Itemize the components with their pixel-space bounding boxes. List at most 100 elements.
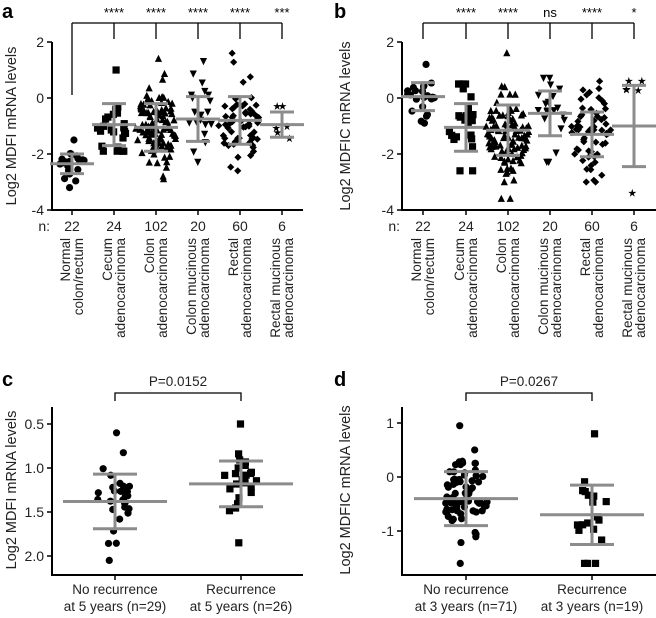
data-point — [456, 559, 464, 568]
data-point — [579, 156, 587, 165]
data-point — [598, 536, 606, 544]
group-points — [403, 60, 438, 127]
data-point — [464, 118, 472, 126]
data-point — [578, 104, 587, 112]
data-point — [485, 139, 493, 147]
data-point — [456, 422, 464, 430]
data-point — [167, 145, 175, 153]
significance-label: * — [631, 5, 636, 20]
data-point — [93, 124, 102, 132]
data-point — [573, 145, 581, 153]
data-point — [622, 85, 631, 93]
data-point — [242, 110, 250, 118]
panel-d: d Log2 MDFIC mRNA levels 1 0 -1 No recurrence… — [334, 369, 656, 614]
data-point — [468, 477, 476, 485]
data-point — [546, 74, 554, 82]
data-point — [114, 103, 122, 111]
y-tick-label: -1 — [382, 523, 395, 539]
significance-label: **** — [104, 5, 124, 20]
data-point — [503, 168, 511, 176]
data-point — [231, 470, 240, 478]
data-point — [119, 449, 127, 457]
data-point — [590, 176, 598, 184]
data-point — [497, 165, 505, 173]
data-point — [98, 142, 106, 150]
data-point — [509, 137, 517, 145]
data-point — [94, 489, 102, 497]
data-point — [273, 102, 282, 110]
significance-label: **** — [456, 5, 476, 20]
data-point — [492, 106, 500, 114]
y-tick-label: -4 — [32, 202, 45, 218]
group-points — [94, 429, 134, 565]
data-point — [137, 99, 145, 108]
data-point — [154, 54, 163, 62]
n-count: 6 — [630, 218, 638, 234]
data-point — [247, 488, 255, 497]
data-point — [577, 112, 585, 121]
y-axis-label: Log2 MDFIC mRNA levels — [338, 405, 354, 574]
y-tick-label: -2 — [382, 146, 395, 162]
data-point — [119, 134, 127, 142]
category-label-line2: adenocarcinoma — [507, 238, 522, 338]
data-point — [519, 109, 527, 117]
data-point — [189, 70, 197, 78]
data-point — [161, 153, 169, 161]
data-point — [592, 138, 600, 146]
category-label-line2: at 5 years (n=29) — [64, 599, 166, 614]
y-axis-label: Log2 MDFI mRNA levels — [4, 411, 20, 570]
data-point — [590, 430, 599, 438]
data-point — [464, 107, 473, 115]
data-point — [472, 472, 480, 480]
data-point — [158, 105, 166, 114]
n-count: 22 — [64, 218, 80, 234]
data-point — [442, 499, 450, 507]
data-point — [227, 163, 235, 171]
data-point — [482, 122, 490, 130]
data-point — [148, 130, 156, 138]
data-point — [469, 167, 477, 175]
data-point — [495, 111, 504, 119]
data-point — [120, 486, 128, 494]
data-point — [571, 150, 579, 158]
data-point — [65, 184, 74, 192]
data-point — [591, 158, 599, 166]
data-point — [201, 121, 210, 129]
data-point — [456, 167, 464, 175]
data-point — [449, 515, 457, 523]
data-point — [509, 156, 517, 165]
data-point — [492, 121, 501, 130]
data-point — [542, 100, 550, 108]
data-point — [501, 83, 509, 91]
data-point — [512, 104, 520, 112]
data-point — [246, 105, 254, 113]
n-count: 102 — [496, 218, 520, 234]
category-label-line1: Cecum — [452, 238, 467, 281]
data-point — [246, 131, 255, 140]
n-count: 24 — [106, 218, 122, 234]
category-label-line1: Colon mucinous — [184, 238, 199, 335]
data-point — [524, 122, 533, 130]
data-point — [455, 112, 463, 120]
data-point — [222, 112, 230, 121]
data-point — [230, 103, 238, 112]
data-point — [468, 116, 476, 125]
p-value-label: P=0.0267 — [500, 374, 558, 389]
data-point — [510, 176, 518, 184]
data-point — [578, 521, 587, 529]
data-point — [168, 99, 176, 107]
y-tick-label: 2.0 — [25, 548, 45, 564]
data-point — [113, 147, 121, 155]
data-point — [142, 131, 150, 139]
data-point — [234, 153, 242, 161]
group-points — [534, 74, 568, 166]
data-point — [60, 174, 69, 183]
data-point — [577, 95, 585, 103]
n-count: 20 — [190, 218, 206, 234]
data-point — [190, 148, 198, 156]
data-point — [282, 122, 292, 131]
category-label-line2: adenocarcinoma — [465, 238, 480, 338]
data-point — [498, 147, 506, 155]
data-point — [422, 112, 431, 120]
data-point — [112, 66, 120, 74]
